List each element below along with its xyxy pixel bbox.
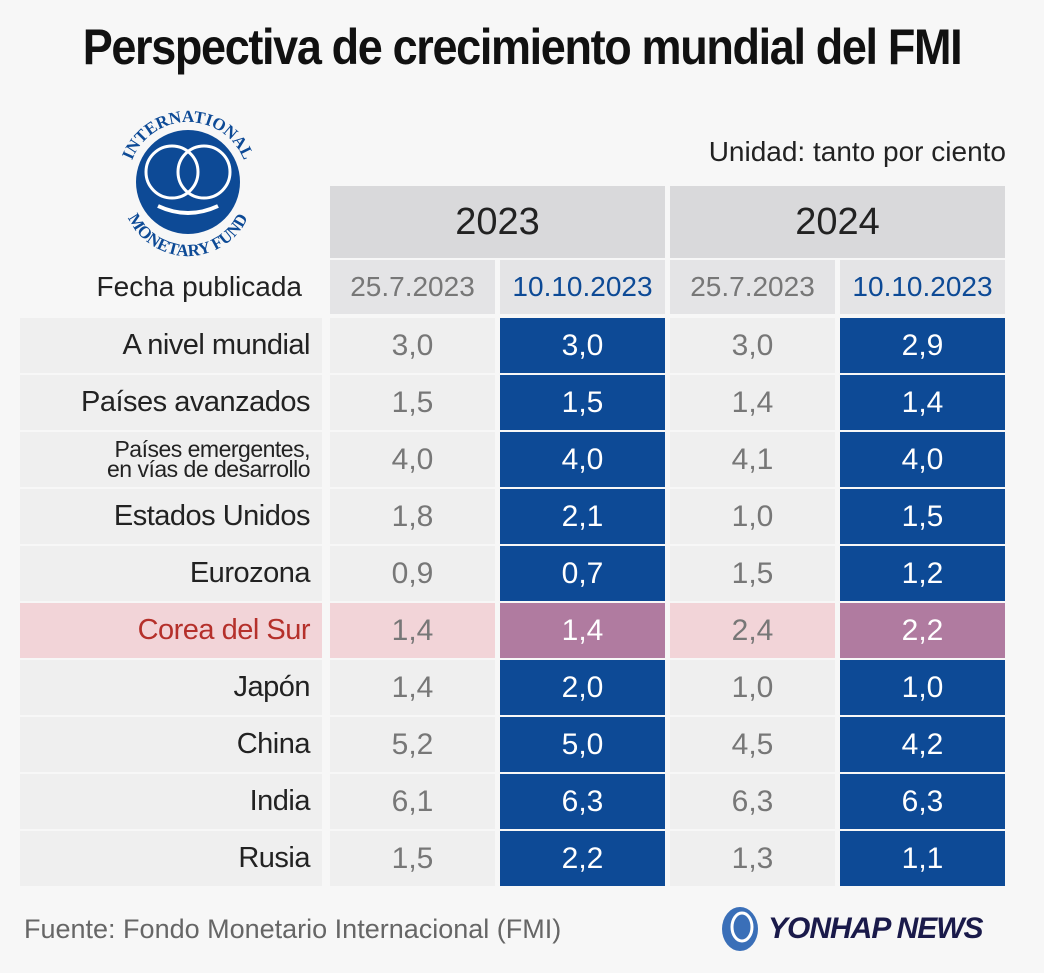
year-header: 2023 — [330, 186, 665, 258]
value-cell: 4,0 — [330, 432, 495, 487]
value-cell: 1,0 — [670, 660, 835, 715]
value-cell: 1,2 — [840, 546, 1005, 601]
value-cell: 1,4 — [500, 603, 665, 658]
value-cell: 4,0 — [500, 432, 665, 487]
value-cell: 4,1 — [670, 432, 835, 487]
row-label-line: Países emergentes, — [114, 435, 310, 462]
value-cell: 1,4 — [330, 603, 495, 658]
value-cell: 5,0 — [500, 717, 665, 772]
value-cell: 1,4 — [670, 375, 835, 430]
value-cell: 1,0 — [670, 489, 835, 544]
row-header-label: Fecha publicada — [96, 271, 302, 302]
source-note: Fuente: Fondo Monetario Internacional (F… — [24, 914, 562, 944]
value-cell: 4,0 — [840, 432, 1005, 487]
yonhap-emblem-icon — [722, 907, 758, 951]
value-cell: 1,4 — [330, 660, 495, 715]
date-header: 10.10.2023 — [500, 260, 665, 314]
value-cell: 1,0 — [840, 660, 1005, 715]
unit-label: Unidad: tanto por ciento — [708, 136, 1006, 167]
value-cell: 3,0 — [330, 318, 495, 373]
value-cell: 2,9 — [840, 318, 1005, 373]
value-cell: 5,2 — [330, 717, 495, 772]
value-cell: 2,2 — [840, 603, 1005, 658]
date-header: 25.7.2023 — [670, 260, 835, 314]
value-cell: 1,3 — [670, 831, 835, 886]
value-cell: 1,5 — [670, 546, 835, 601]
row-label: Países emergentes, en vías de desarrollo — [20, 432, 322, 487]
value-cell: 3,0 — [670, 318, 835, 373]
value-cell: 2,0 — [500, 660, 665, 715]
row-label: Rusia — [20, 831, 322, 886]
value-cell: 6,1 — [330, 774, 495, 829]
value-cell: 1,4 — [840, 375, 1005, 430]
row-label-line: en vías de desarrollo — [106, 455, 311, 482]
value-cell: 1,5 — [500, 375, 665, 430]
year-header: 2024 — [670, 186, 1005, 258]
date-header: 10.10.2023 — [840, 260, 1005, 314]
value-cell: 0,9 — [330, 546, 495, 601]
brand-name: YONHAP NEWS — [768, 912, 984, 945]
row-label: India — [20, 774, 322, 829]
yonhap-logo: YONHAP NEWS — [718, 905, 984, 953]
row-label: Japón — [20, 660, 322, 715]
row-label: Eurozona — [20, 546, 322, 601]
value-cell: 4,2 — [840, 717, 1005, 772]
row-label: Corea del Sur — [20, 603, 322, 658]
row-label: Países avanzados — [20, 375, 322, 430]
value-cell: 4,5 — [670, 717, 835, 772]
row-label: A nivel mundial — [20, 318, 322, 373]
date-header: 25.7.2023 — [330, 260, 495, 314]
value-cell: 0,7 — [500, 546, 665, 601]
imf-logo: INTERNATIONAL MONETARY FUND — [118, 107, 258, 260]
value-cell: 6,3 — [500, 774, 665, 829]
value-cell: 6,3 — [670, 774, 835, 829]
value-cell: 1,5 — [330, 831, 495, 886]
row-label: China — [20, 717, 322, 772]
value-cell: 3,0 — [500, 318, 665, 373]
value-cell: 1,5 — [840, 489, 1005, 544]
row-label: Estados Unidos — [20, 489, 322, 544]
value-cell: 1,5 — [330, 375, 495, 430]
value-cell: 2,4 — [670, 603, 835, 658]
value-cell: 1,1 — [840, 831, 1005, 886]
page-title: Perspectiva de crecimiento mundial del F… — [82, 19, 963, 75]
value-cell: 2,2 — [500, 831, 665, 886]
value-cell: 2,1 — [500, 489, 665, 544]
value-cell: 1,8 — [330, 489, 495, 544]
value-cell: 6,3 — [840, 774, 1005, 829]
